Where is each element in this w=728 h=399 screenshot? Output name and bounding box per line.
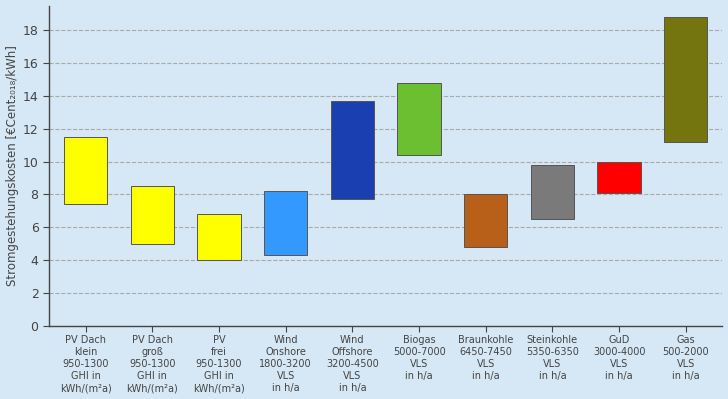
Bar xyxy=(264,191,307,255)
Y-axis label: Stromgestehungskosten [€Cent₂₀₁₈/kWh]: Stromgestehungskosten [€Cent₂₀₁₈/kWh] xyxy=(6,45,18,286)
Bar xyxy=(131,186,174,244)
Bar xyxy=(664,17,708,142)
Bar xyxy=(197,214,241,260)
Bar xyxy=(531,165,574,219)
Bar xyxy=(464,194,507,247)
Bar xyxy=(598,162,641,193)
Bar xyxy=(331,101,374,199)
Bar xyxy=(397,83,440,155)
Bar xyxy=(64,137,107,204)
